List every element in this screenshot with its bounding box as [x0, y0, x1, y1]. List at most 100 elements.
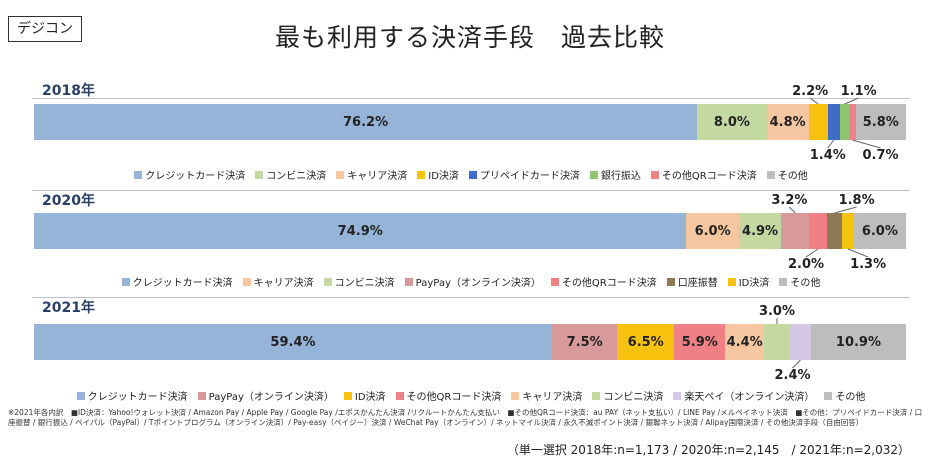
legend-swatch — [197, 391, 206, 400]
legend-item: その他 — [766, 167, 808, 182]
year-label-2018: 2018年 — [42, 83, 95, 99]
legend-label: ID決済 — [354, 392, 386, 403]
footnote: ※2021年各内訳 ■ID決済：Yahoo!ウォレット決済 / Amazon P… — [8, 408, 923, 427]
callout-label: 2.4% — [774, 368, 811, 383]
bar-segment: 5.9% — [674, 324, 726, 360]
stacked-bar-2018: 76.2% 8.0% 4.8% 5.8% — [34, 104, 906, 140]
year-label-2020: 2020年 — [42, 193, 95, 209]
stacked-bar-2020: 74.9% 6.0% 4.9% 6.0% — [34, 213, 906, 249]
legend-item: クレジットカード決済 — [134, 167, 245, 182]
legend-swatch — [727, 277, 736, 286]
legend-item: コンビニ決済 — [592, 388, 663, 403]
bar-segment: 4.8% — [766, 104, 809, 140]
legend-label: その他 — [777, 171, 808, 182]
legend-label: ID決済 — [738, 278, 770, 289]
legend-item: 楽天ペイ（オンライン決済） — [673, 388, 814, 403]
legend-item: その他QRコード決済 — [550, 274, 657, 289]
callout-label: 1.8% — [838, 193, 875, 208]
bar-segment: 74.9% — [34, 213, 687, 249]
legend-swatch — [336, 170, 345, 179]
legend-swatch — [242, 277, 251, 286]
legend-label: 口座振替 — [677, 278, 718, 289]
legend-label: プリペイドカード決済 — [479, 171, 580, 182]
legend-item: ID決済 — [727, 274, 770, 289]
bar-segment: 7.5% — [551, 324, 618, 360]
legend-label: PayPay（オンライン決済） — [415, 278, 541, 289]
callout-label: 1.1% — [840, 84, 877, 99]
legend-label: その他QRコード決済 — [406, 392, 502, 403]
legend-label: コンビニ決済 — [334, 278, 395, 289]
legend-swatch — [550, 277, 559, 286]
bar-segment: 8.0% — [697, 104, 767, 140]
callout-label: 2.2% — [792, 84, 829, 99]
bar-segment: 5.8% — [855, 104, 906, 140]
legend-swatch — [343, 391, 352, 400]
legend-swatch — [395, 391, 404, 400]
legend-swatch — [323, 277, 332, 286]
legend-item: クレジットカード決済 — [121, 274, 233, 289]
legend-2018: クレジットカード決済 コンビニ決済 キャリア決済 ID決済 プリペイドカード決済 銀行振込… — [36, 167, 906, 182]
bar-segment — [781, 213, 810, 249]
callout-label: 1.3% — [850, 257, 887, 272]
callout-label: 2.0% — [788, 257, 825, 272]
legend-swatch — [134, 170, 143, 179]
bar-segment — [849, 104, 856, 140]
legend-label: キャリア決済 — [253, 278, 314, 289]
legend-label: クレジットカード決済 — [87, 392, 188, 403]
legend-swatch — [404, 277, 413, 286]
legend-item: プリペイドカード決済 — [468, 167, 580, 182]
legend-swatch — [417, 170, 426, 179]
legend-item: その他 — [779, 274, 820, 289]
bar-segment: 76.2% — [34, 104, 698, 140]
divider — [32, 190, 910, 191]
bar-segment: 4.9% — [738, 213, 782, 249]
legend-2021: クレジットカード決済 PayPay（オンライン決済） ID決済 その他QRコード決済 キ… — [36, 388, 906, 403]
legend-label: ID決済 — [428, 171, 459, 182]
legend-swatch — [824, 391, 833, 400]
legend-item: キャリア決済 — [336, 167, 407, 182]
legend-label: キャリア決済 — [347, 171, 408, 182]
leader-line — [847, 248, 869, 258]
legend-swatch — [766, 170, 775, 179]
legend-swatch — [511, 391, 520, 400]
category-tag: デジコン — [8, 16, 82, 42]
legend-swatch — [76, 391, 85, 400]
leader-line — [792, 359, 801, 369]
legend-label: キャリア決済 — [522, 392, 583, 403]
legend-label: その他 — [790, 278, 821, 289]
leader-line — [827, 139, 835, 149]
legend-item: PayPay（オンライン決済） — [404, 274, 541, 289]
legend-item: キャリア決済 — [242, 274, 314, 289]
legend-item: コンビニ決済 — [255, 167, 326, 182]
callout-label: 0.7% — [862, 148, 899, 163]
bar-segment — [790, 324, 811, 360]
legend-item: ID決済 — [417, 167, 459, 182]
legend-label: 楽天ペイ（オンライン決済） — [684, 392, 815, 403]
legend-swatch — [673, 391, 682, 400]
bar-segment: 6.5% — [617, 324, 675, 360]
bar-segment — [827, 104, 840, 140]
bar-segment — [839, 104, 850, 140]
bar-segment — [842, 213, 854, 249]
legend-label: コンビニ決済 — [266, 171, 327, 182]
bar-segment: 10.9% — [810, 324, 906, 360]
legend-swatch — [255, 170, 264, 179]
legend-swatch — [779, 277, 788, 286]
legend-item: 銀行振込 — [589, 167, 641, 182]
divider — [32, 98, 910, 99]
legend-swatch — [650, 170, 659, 179]
legend-item: キャリア決済 — [511, 388, 582, 403]
legend-label: その他QRコード決済 — [661, 171, 757, 182]
bar-segment: 6.0% — [853, 213, 906, 249]
legend-label: その他 — [835, 392, 866, 403]
legend-item: ID決済 — [343, 388, 386, 403]
legend-item: その他 — [824, 388, 865, 403]
legend-item: コンビニ決済 — [323, 274, 395, 289]
legend-swatch — [121, 277, 130, 286]
leader-line — [852, 139, 881, 149]
legend-item: その他QRコード決済 — [395, 388, 502, 403]
legend-swatch — [589, 170, 598, 179]
leader-line — [805, 248, 819, 258]
legend-item: PayPay（オンライン決済） — [197, 388, 334, 403]
